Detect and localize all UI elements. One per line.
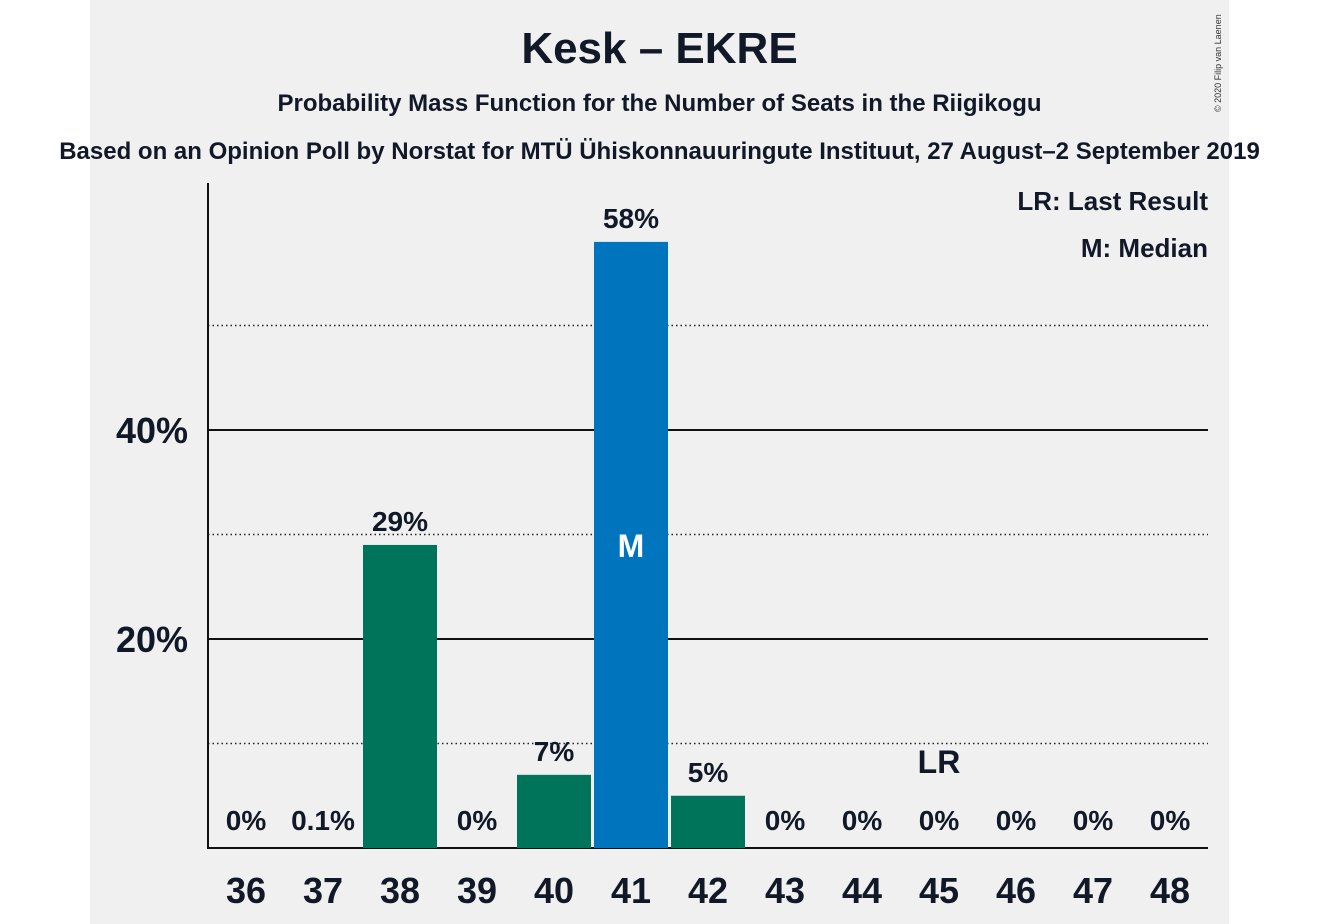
value-label-40: 7% bbox=[534, 736, 575, 767]
x-tick-label-38: 38 bbox=[380, 870, 420, 911]
bar-41 bbox=[594, 241, 668, 848]
chart-subtitle: Probability Mass Function for the Number… bbox=[277, 90, 1042, 117]
x-tick-label-46: 46 bbox=[996, 870, 1036, 911]
median-marker: M bbox=[618, 528, 645, 564]
value-label-42: 5% bbox=[688, 757, 729, 788]
value-label-38: 29% bbox=[372, 506, 428, 537]
legend-last-result: LR: Last Result bbox=[1017, 186, 1208, 216]
labels: 20% 40% 0% 36 0.1% 37 29% 38 0% 39 7% 40 58% M 41 5% 42 0… bbox=[116, 203, 1190, 911]
value-label-48: 0% bbox=[1150, 805, 1191, 836]
x-tick-label-39: 39 bbox=[457, 870, 497, 911]
value-label-46: 0% bbox=[996, 805, 1037, 836]
x-tick-label-37: 37 bbox=[303, 870, 343, 911]
x-tick-label-41: 41 bbox=[611, 870, 651, 911]
value-label-37: 0.1% bbox=[291, 805, 355, 836]
x-tick-label-40: 40 bbox=[534, 870, 574, 911]
value-label-41: 58% bbox=[603, 203, 659, 234]
chart-source: Based on an Opinion Poll by Norstat for … bbox=[59, 138, 1260, 165]
bar-42 bbox=[671, 795, 745, 848]
x-tick-label-43: 43 bbox=[765, 870, 805, 911]
gridlines bbox=[207, 183, 1208, 849]
value-label-45: 0% bbox=[919, 805, 960, 836]
value-label-39: 0% bbox=[457, 805, 498, 836]
x-tick-label-47: 47 bbox=[1073, 870, 1113, 911]
value-label-47: 0% bbox=[1073, 805, 1114, 836]
legend-median: M: Median bbox=[1080, 233, 1208, 263]
bar-38 bbox=[363, 544, 437, 848]
y-tick-label: 20% bbox=[116, 619, 188, 660]
bars bbox=[363, 233, 745, 848]
x-tick-label-36: 36 bbox=[226, 870, 266, 911]
y-tick-label: 40% bbox=[116, 410, 188, 451]
x-tick-label-44: 44 bbox=[842, 870, 882, 911]
bar-40 bbox=[517, 774, 591, 848]
x-tick-label-42: 42 bbox=[688, 870, 728, 911]
value-label-36: 0% bbox=[226, 805, 267, 836]
x-tick-label-45: 45 bbox=[919, 870, 959, 911]
chart-title: Kesk – EKRE bbox=[521, 24, 798, 73]
x-tick-label-48: 48 bbox=[1150, 870, 1190, 911]
last-result-marker: LR bbox=[918, 744, 961, 780]
value-label-43: 0% bbox=[765, 805, 806, 836]
value-label-44: 0% bbox=[842, 805, 883, 836]
